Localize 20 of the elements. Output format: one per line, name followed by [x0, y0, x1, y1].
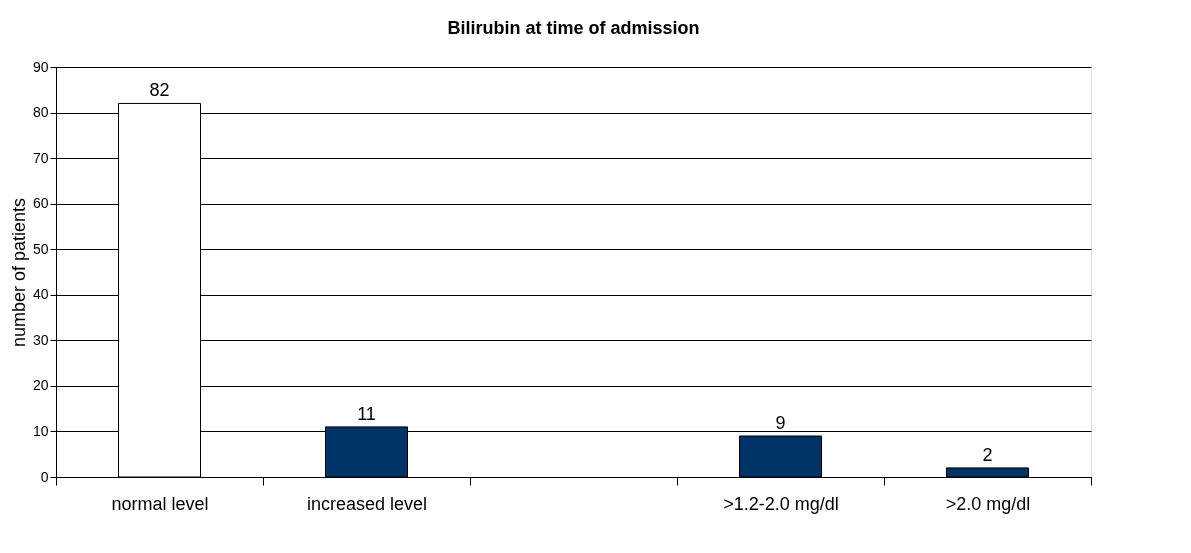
- chart-title: Bilirubin at time of admission: [447, 18, 700, 38]
- y-tick-label: 60: [32, 195, 49, 212]
- y-tick-label: 10: [32, 422, 49, 439]
- y-tick-label: 50: [32, 240, 49, 257]
- y-tick-label: 90: [32, 58, 49, 75]
- y-tick-label: 30: [32, 331, 49, 348]
- x-tick-label: >2.0 mg/dl: [945, 493, 1031, 514]
- y-axis-title: number of patients: [8, 197, 29, 348]
- y-tick-label: 80: [32, 104, 49, 121]
- y-tick-label: 70: [32, 149, 49, 166]
- data-label: 82: [149, 80, 170, 101]
- data-label: 11: [357, 403, 376, 424]
- y-tick-label: 0: [40, 468, 49, 485]
- x-tick-label: normal level: [111, 493, 209, 514]
- x-tick-label: >1.2-2.0 mg/dl: [723, 493, 839, 514]
- x-tick-label: increased level: [306, 493, 428, 514]
- data-label: 9: [775, 413, 786, 433]
- y-tick-label: 40: [32, 286, 49, 303]
- data-label: 2: [982, 444, 993, 465]
- y-tick-label: 20: [32, 377, 49, 394]
